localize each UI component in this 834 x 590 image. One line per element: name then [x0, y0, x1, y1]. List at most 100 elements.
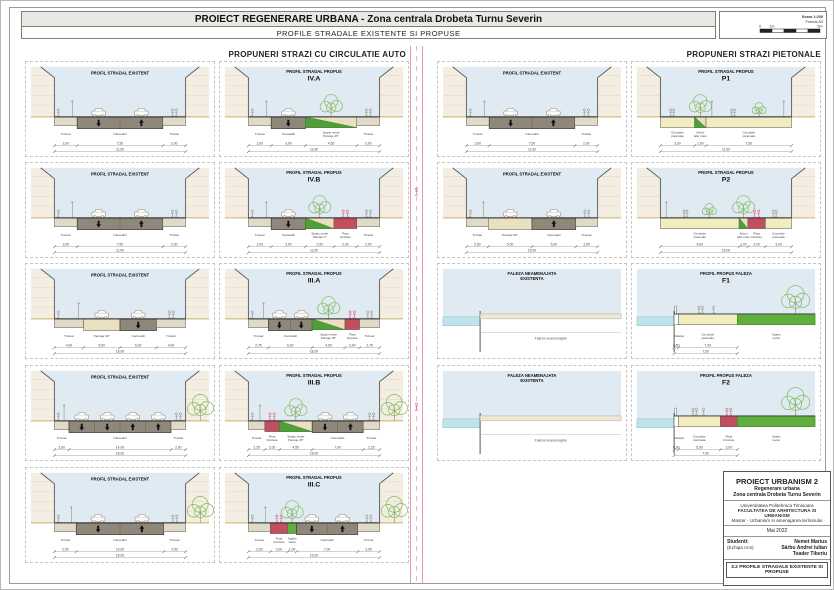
svg-text:PROFIL STRADAL EXISTENT: PROFIL STRADAL EXISTENT	[91, 172, 150, 177]
master-name: Master - Urbanism si amenajarea teritori…	[731, 518, 823, 523]
title-block: PROIECT URBANISM 2 Regenerare urbana Zon…	[723, 471, 831, 586]
section-title-pedestrian-streets: PROPUNERI STRAZI PIETONALE	[686, 50, 821, 59]
svg-text:5,00: 5,00	[551, 242, 558, 246]
svg-text:Trotuar: Trotuar	[255, 132, 265, 136]
profile-drawing: Trotuar Parcaje 90° Carosabil Trotuar 4,00 5,…	[30, 268, 210, 356]
svg-text:Trotuar: Trotuar	[169, 132, 179, 136]
svg-text:2,50: 2,50	[171, 547, 178, 551]
svg-text:Spatiu verde: Spatiu verde	[287, 434, 304, 438]
svg-text:2,25: 2,25	[253, 445, 260, 449]
profile-drawing: Trotuar Carosabil Trotuar 2,00 7,50 2,00 11,50…	[30, 167, 210, 255]
svg-text:Parcaje 45°: Parcaje 45°	[323, 134, 339, 138]
svg-text:10,00: 10,00	[116, 547, 124, 551]
svg-text:2,00: 2,00	[257, 242, 264, 246]
svg-text:FALEZA NEAMENAJATA: FALEZA NEAMENAJATA	[508, 271, 557, 276]
svg-text:Trotuar: Trotuar	[254, 538, 264, 542]
profile-panel-III.C: Trotuar Pista biciclete Spatiu verde Carosabi…	[219, 467, 409, 563]
svg-text:III.B: III.B	[308, 380, 321, 387]
svg-text:11,50: 11,50	[722, 147, 730, 151]
svg-text:biciclete: biciclete	[751, 235, 762, 239]
svg-text:1,00: 1,00	[697, 141, 704, 145]
svg-text:2,75: 2,75	[366, 343, 373, 347]
svg-text:7,50: 7,50	[746, 141, 753, 145]
section-title-auto-streets: PROPUNERI STRAZI CU CIRCULATIE AUTO	[228, 50, 406, 59]
svg-text:biciclete: biciclete	[347, 336, 358, 340]
svg-text:pietonala: pietonala	[671, 134, 684, 138]
svg-text:Trotuar: Trotuar	[363, 132, 373, 136]
svg-text:Trotuar: Trotuar	[255, 233, 265, 237]
svg-text:2,00: 2,00	[753, 242, 760, 246]
svg-text:7,50: 7,50	[702, 349, 709, 353]
svg-text:biciclete: biciclete	[274, 540, 285, 544]
svg-text:Carosabil: Carosabil	[282, 233, 296, 237]
svg-text:Trotuar: Trotuar	[64, 334, 74, 338]
svg-text:PROFIL STRADAL PROPUS: PROFIL STRADAL PROPUS	[286, 271, 342, 276]
svg-text:Arbori: Arbori	[696, 130, 704, 134]
svg-text:verde: verde	[772, 438, 780, 442]
team-label: (Echipa nr.6)	[727, 545, 754, 550]
students-label: Studenti:	[727, 539, 749, 545]
svg-text:III.A: III.A	[308, 278, 321, 285]
title-block-project: PROIECT URBANISM 2 Regenerare urbana Zon…	[724, 472, 830, 501]
svg-text:Circulatie: Circulatie	[743, 130, 756, 134]
university-name: Universitatea Politehnica Timisoara	[740, 503, 814, 508]
svg-text:Scara 1:200: Scara 1:200	[802, 15, 823, 19]
project-title: PROIECT URBANISM 2	[735, 477, 819, 486]
svg-text:Circulatie: Circulatie	[772, 231, 785, 235]
svg-text:Carosabil: Carosabil	[113, 233, 127, 237]
svg-text:P2: P2	[722, 177, 731, 184]
svg-text:Trotuar: Trotuar	[366, 436, 376, 440]
profile-drawing: Trotuar Carosabil Trotuar 2,00 7,50 2,00 11,50…	[442, 66, 622, 154]
svg-text:Spatiu verde: Spatiu verde	[311, 231, 328, 235]
svg-text:11,50: 11,50	[116, 248, 124, 252]
svg-text:2,50: 2,50	[62, 547, 69, 551]
svg-text:Carosabil: Carosabil	[282, 132, 296, 136]
svg-text:Parcaje 45°: Parcaje 45°	[321, 336, 337, 340]
svg-text:15,00: 15,00	[528, 248, 536, 252]
svg-text:Faleza neamenajata: Faleza neamenajata	[535, 438, 567, 442]
pedestrian-axis-figures	[415, 187, 418, 412]
profile-drawing: Trotuar Carosabil Trotuar 2,50 10,00 2,50 15,0…	[30, 472, 214, 560]
svg-text:PROFIL STRADAL EXISTENT: PROFIL STRADAL EXISTENT	[503, 172, 562, 177]
svg-text:Pista: Pista	[725, 434, 732, 438]
svg-text:0: 0	[759, 25, 761, 29]
svg-text:0,50: 0,50	[673, 445, 680, 449]
svg-text:Circulatie: Circulatie	[671, 130, 684, 134]
profile-panel-IV.B: Trotuar Carosabil Spatiu verde Parcaje 0° Pi…	[219, 162, 409, 258]
svg-text:talie mare: talie mare	[737, 235, 751, 239]
svg-text:Spatiu: Spatiu	[772, 332, 781, 336]
title-block-students: Studenti: (Echipa nr.6) Nemet Marius Sâr…	[724, 537, 830, 560]
svg-text:Parcaje 45°: Parcaje 45°	[288, 438, 304, 442]
svg-text:4,50: 4,50	[293, 445, 300, 449]
svg-text:talie mare: talie mare	[694, 134, 708, 138]
svg-text:11,50: 11,50	[310, 248, 318, 252]
profile-panel-profil-stradal-existent: Trotuar Parcaje 90° Carosabil Trotuar 2,50 5,…	[437, 162, 627, 258]
svg-text:Carosabil: Carosabil	[525, 132, 539, 136]
svg-text:Trotuar: Trotuar	[61, 132, 71, 136]
svg-text:Format A0: Format A0	[805, 20, 823, 24]
svg-text:Carosabil: Carosabil	[113, 538, 127, 542]
svg-text:PROFIL PROPUS FALEZA: PROFIL PROPUS FALEZA	[700, 271, 752, 276]
svg-text:Spatiu: Spatiu	[288, 536, 297, 540]
svg-text:Faleza neamenajata: Faleza neamenajata	[535, 336, 567, 340]
svg-text:4,00: 4,00	[66, 343, 73, 347]
svg-text:IV.A: IV.A	[308, 76, 321, 83]
scale-box: Scara 1:200 Format A0 0 1m 5m	[719, 11, 827, 39]
svg-text:P1: P1	[722, 76, 731, 83]
profile-drawing: Faleza neamenajata FALEZA NEAMENAJATAEXIS…	[442, 268, 622, 353]
profile-panel-F2: Parapet Circulatie pietonala Pista biciclete…	[631, 365, 821, 461]
profile-panel-profil-stradal-existent: Trotuar Carosabil Trotuar 2,00 14,00 2,00 18,0…	[25, 365, 215, 461]
svg-text:Trotuar: Trotuar	[364, 538, 374, 542]
profile-panel-EXISTENTA: Faleza neamenajata FALEZA NEAMENAJATA EXIS…	[437, 263, 627, 359]
svg-text:Spatiu verde: Spatiu verde	[323, 130, 340, 134]
svg-text:Parapet: Parapet	[674, 436, 685, 440]
svg-text:2,00: 2,00	[475, 141, 482, 145]
main-title-bar: PROIECT REGENERARE URBANA - Zona central…	[21, 11, 716, 27]
svg-text:Carosabil: Carosabil	[113, 132, 127, 136]
svg-text:PROFIL STRADAL EXISTENT: PROFIL STRADAL EXISTENT	[503, 71, 562, 76]
svg-text:Circulatie: Circulatie	[701, 332, 714, 336]
